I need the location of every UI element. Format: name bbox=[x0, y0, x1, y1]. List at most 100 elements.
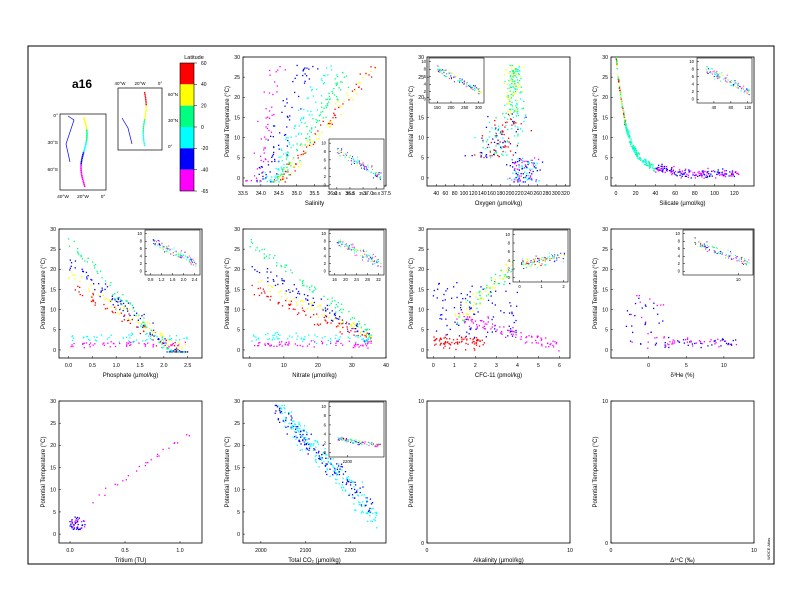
data-point bbox=[181, 254, 183, 256]
data-point bbox=[270, 295, 272, 298]
data-point bbox=[510, 86, 513, 89]
data-point bbox=[89, 342, 92, 344]
data-point bbox=[285, 138, 287, 141]
x-tick-label: 2200 bbox=[344, 548, 356, 554]
data-point bbox=[525, 267, 527, 269]
x-tick-label: 2.0 bbox=[181, 277, 187, 282]
data-point bbox=[616, 60, 618, 62]
data-point bbox=[370, 520, 372, 522]
data-point bbox=[342, 439, 344, 441]
data-point bbox=[379, 176, 381, 178]
data-point bbox=[299, 160, 301, 162]
data-point bbox=[703, 173, 705, 175]
data-point bbox=[312, 297, 314, 299]
data-point bbox=[281, 341, 283, 343]
x-tick-label: 120 bbox=[744, 105, 752, 110]
data-point bbox=[288, 307, 290, 310]
data-point bbox=[719, 174, 721, 176]
data-point bbox=[325, 471, 327, 473]
data-point bbox=[510, 79, 513, 82]
data-point bbox=[292, 426, 294, 428]
data-point bbox=[554, 254, 556, 256]
data-point bbox=[339, 336, 341, 338]
data-point bbox=[303, 284, 305, 287]
data-point bbox=[622, 107, 624, 110]
data-point bbox=[366, 328, 369, 330]
data-point bbox=[313, 346, 315, 348]
data-point bbox=[370, 70, 372, 72]
data-point bbox=[380, 263, 382, 265]
data-point bbox=[438, 68, 440, 70]
data-point bbox=[338, 465, 340, 467]
panel-phosphate: 0.0 0.5 1.0 1.5 2.0 2.5051015202530Phosphate … bbox=[41, 227, 203, 379]
data-point bbox=[271, 161, 273, 163]
data-point bbox=[365, 504, 367, 506]
data-point bbox=[284, 421, 286, 423]
data-point bbox=[687, 337, 689, 339]
data-point bbox=[296, 444, 298, 446]
data-point bbox=[490, 279, 493, 282]
data-point bbox=[648, 165, 650, 167]
data-point bbox=[149, 332, 151, 334]
data-point bbox=[138, 314, 140, 316]
data-point bbox=[309, 139, 311, 141]
data-point bbox=[261, 292, 263, 294]
data-point bbox=[286, 166, 288, 168]
data-point bbox=[624, 123, 626, 125]
y-axis-label: Potential Temperature (°C) bbox=[409, 86, 415, 157]
data-point bbox=[513, 87, 515, 89]
data-point bbox=[304, 441, 306, 443]
data-point bbox=[462, 319, 464, 321]
data-point bbox=[126, 342, 128, 344]
data-point bbox=[167, 248, 169, 250]
data-point bbox=[281, 175, 283, 177]
data-point bbox=[273, 125, 276, 127]
data-point bbox=[624, 119, 626, 121]
data-point bbox=[178, 253, 179, 255]
data-point bbox=[353, 158, 355, 160]
data-point bbox=[336, 98, 338, 100]
x-tick-label: 2 bbox=[474, 363, 477, 369]
data-point bbox=[724, 175, 727, 178]
data-point bbox=[284, 264, 286, 266]
data-point bbox=[283, 404, 285, 407]
data-point bbox=[80, 255, 82, 258]
data-point bbox=[548, 346, 550, 348]
data-point bbox=[492, 287, 494, 290]
data-point bbox=[495, 145, 497, 147]
data-point bbox=[255, 339, 257, 341]
data-point bbox=[304, 336, 306, 338]
data-point bbox=[131, 332, 133, 334]
data-point bbox=[354, 440, 356, 442]
data-point bbox=[275, 410, 277, 412]
data-point bbox=[77, 252, 79, 254]
y-tick-label: 30 bbox=[234, 399, 240, 405]
data-point bbox=[169, 338, 171, 340]
data-point bbox=[364, 165, 366, 167]
data-point bbox=[361, 163, 363, 165]
data-point bbox=[284, 417, 287, 419]
data-point bbox=[309, 142, 311, 144]
data-point bbox=[174, 341, 176, 344]
data-point bbox=[534, 260, 535, 262]
data-point bbox=[164, 344, 166, 346]
data-point bbox=[502, 154, 504, 157]
data-point bbox=[700, 342, 702, 344]
data-point bbox=[320, 124, 322, 126]
data-point bbox=[286, 297, 288, 300]
data-point bbox=[512, 116, 514, 119]
data-point bbox=[282, 419, 284, 421]
data-point bbox=[660, 168, 662, 170]
station-marker bbox=[83, 118, 86, 121]
data-point bbox=[690, 177, 692, 179]
data-point bbox=[456, 296, 458, 299]
data-point bbox=[338, 438, 340, 439]
data-point bbox=[518, 177, 520, 179]
data-point bbox=[505, 290, 507, 292]
data-point bbox=[701, 249, 703, 251]
data-point bbox=[170, 344, 172, 346]
data-point bbox=[328, 95, 331, 98]
data-point bbox=[346, 477, 348, 479]
data-point bbox=[716, 173, 718, 176]
data-point bbox=[128, 309, 131, 311]
